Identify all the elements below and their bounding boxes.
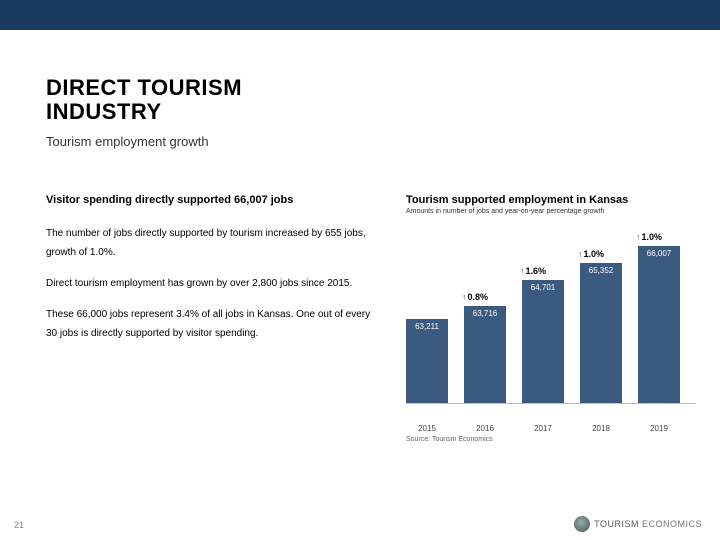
up-arrow-icon: ↑ bbox=[520, 266, 525, 276]
title-line-1: DIRECT TOURISM bbox=[46, 75, 242, 100]
title-line-2: INDUSTRY bbox=[46, 99, 162, 124]
brand-logo: TOURISM ECONOMICS bbox=[574, 516, 702, 532]
chart-bar: 63,716 bbox=[464, 306, 506, 403]
pct-label: ↑1.6% bbox=[520, 266, 546, 276]
pct-label: ↑1.0% bbox=[578, 249, 604, 259]
x-axis-label: 2015 bbox=[406, 424, 448, 433]
up-arrow-icon: ↑ bbox=[636, 232, 641, 242]
brand-text: TOURISM ECONOMICS bbox=[594, 519, 702, 529]
body-para-1: The number of jobs directly supported by… bbox=[46, 224, 376, 262]
body-para-2: Direct tourism employment has grown by o… bbox=[46, 274, 376, 293]
bar-chart: 63,21163,716↑0.8%64,701↑1.6%65,352↑1.0%6… bbox=[406, 234, 696, 424]
top-band bbox=[0, 0, 720, 30]
chart-subtitle: Amounts in number of jobs and year-on-ye… bbox=[406, 208, 696, 215]
chart-bar: 66,007 bbox=[638, 246, 680, 403]
x-axis-label: 2016 bbox=[464, 424, 506, 433]
page-number: 21 bbox=[14, 520, 24, 530]
pct-value: 1.0% bbox=[642, 232, 663, 242]
body-para-3: These 66,000 jobs represent 3.4% of all … bbox=[46, 305, 376, 343]
left-subhead: Visitor spending directly supported 66,0… bbox=[46, 194, 376, 206]
globe-icon bbox=[574, 516, 590, 532]
right-column: Tourism supported employment in Kansas A… bbox=[406, 194, 696, 215]
bar-value-label: 66,007 bbox=[638, 249, 680, 258]
bar-value-label: 63,211 bbox=[406, 322, 448, 331]
brand-prefix: TOURISM bbox=[594, 519, 639, 529]
brand-suffix: ECONOMICS bbox=[639, 519, 702, 529]
pct-value: 0.8% bbox=[468, 292, 489, 302]
chart-bar: 65,352 bbox=[580, 263, 622, 403]
x-axis-label: 2018 bbox=[580, 424, 622, 433]
chart-source: Source: Tourism Economics bbox=[406, 436, 493, 443]
chart-title: Tourism supported employment in Kansas bbox=[406, 194, 696, 206]
chart-bar: 63,211 bbox=[406, 319, 448, 403]
pct-label: ↑1.0% bbox=[636, 232, 662, 242]
left-column: Visitor spending directly supported 66,0… bbox=[46, 194, 376, 355]
up-arrow-icon: ↑ bbox=[462, 292, 467, 302]
bar-value-label: 64,701 bbox=[522, 283, 564, 292]
bar-value-label: 63,716 bbox=[464, 309, 506, 318]
up-arrow-icon: ↑ bbox=[578, 249, 583, 259]
page-subtitle: Tourism employment growth bbox=[46, 134, 209, 149]
chart-plot: 63,21163,716↑0.8%64,701↑1.6%65,352↑1.0%6… bbox=[406, 234, 696, 404]
pct-value: 1.6% bbox=[526, 266, 547, 276]
bar-value-label: 65,352 bbox=[580, 266, 622, 275]
x-axis-label: 2019 bbox=[638, 424, 680, 433]
chart-bar: 64,701 bbox=[522, 280, 564, 403]
slide: DIRECT TOURISM INDUSTRY Tourism employme… bbox=[0, 0, 720, 540]
pct-label: ↑0.8% bbox=[462, 292, 488, 302]
pct-value: 1.0% bbox=[584, 249, 605, 259]
x-axis-label: 2017 bbox=[522, 424, 564, 433]
page-title: DIRECT TOURISM INDUSTRY bbox=[46, 76, 242, 124]
